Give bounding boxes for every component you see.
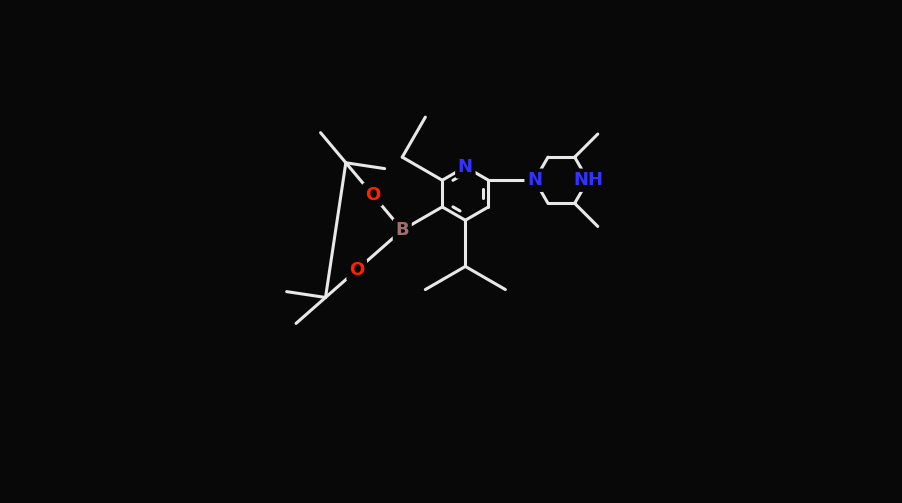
Text: O: O (365, 186, 380, 204)
Text: O: O (349, 261, 364, 279)
Text: N: N (527, 171, 542, 189)
Text: B: B (395, 221, 410, 239)
Text: N: N (458, 158, 473, 176)
Text: NH: NH (573, 171, 603, 189)
